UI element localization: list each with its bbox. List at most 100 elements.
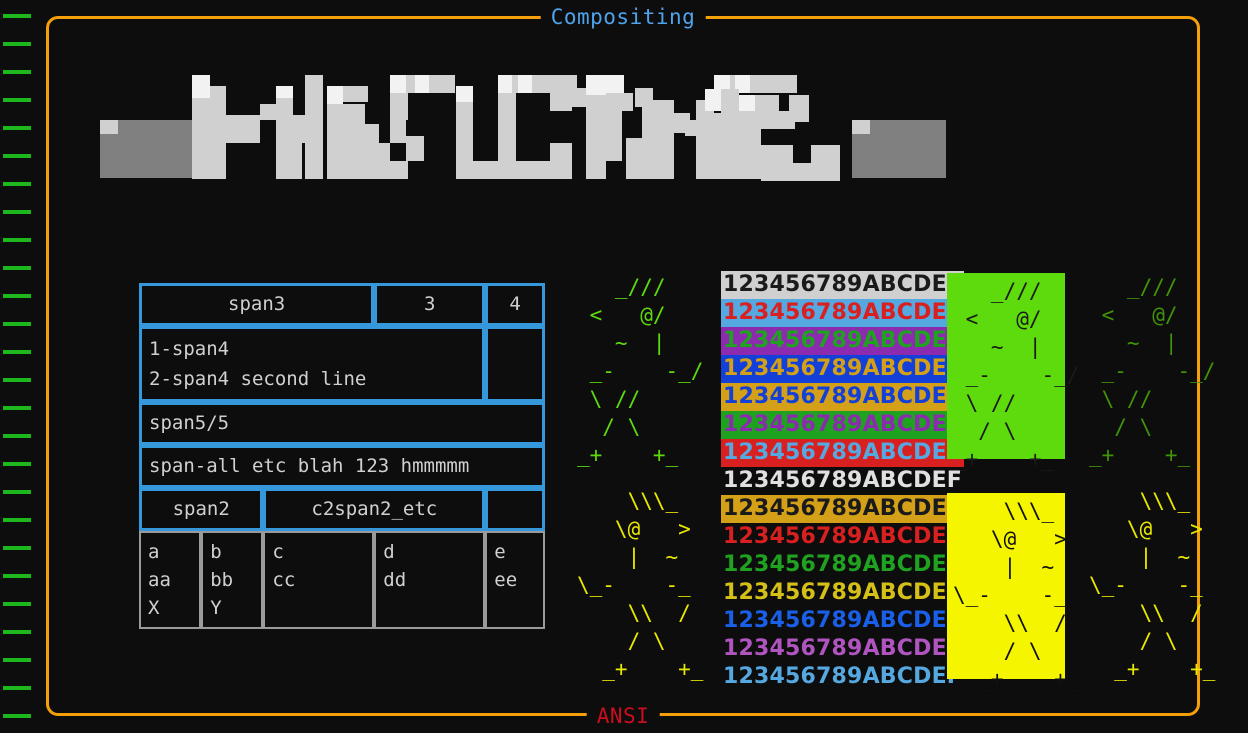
- banner-block: [517, 75, 532, 93]
- ansi-color-row: 123456789ABCDEF: [723, 664, 963, 689]
- banner-block: [406, 136, 424, 162]
- ascii-art-green-right-facing: _/// < @/ ~ | _- -_/ \ // / \ _+ +_: [577, 275, 704, 467]
- ruler-dash: [3, 126, 31, 130]
- banner-block: [852, 120, 871, 134]
- table-cell: [485, 326, 545, 402]
- banner-block: [760, 145, 793, 164]
- table-cell: a aa X: [139, 531, 202, 629]
- banner-block: [569, 87, 586, 108]
- ascii-art-dim-green-right-facing: _/// < @/ ~ | _- -_/ \ // / \ _+ +_: [1089, 275, 1216, 467]
- ruler-dash: [3, 238, 31, 242]
- ansi-color-row: 123456789ABCDEF: [723, 636, 963, 661]
- banner-block: [276, 139, 302, 180]
- banner-block: [389, 75, 406, 93]
- banner-block: [326, 85, 343, 106]
- banner-block: [739, 94, 756, 113]
- ruler-dash: [3, 98, 31, 102]
- ansi-color-row: 123456789ABCDEF: [721, 327, 965, 355]
- banner-block: [456, 85, 473, 102]
- ruler-dash: [3, 210, 31, 214]
- banner-block: [343, 143, 390, 162]
- ansi-color-block-bottom: 123456789ABCDEF 123456789ABCDEF 123456789A…: [721, 467, 965, 691]
- table-row: span2 c2span2_etc: [139, 488, 545, 531]
- banner-block: [854, 134, 898, 162]
- ansi-color-row: 123456789ABCDEF: [721, 299, 965, 327]
- banner-block: [605, 107, 622, 142]
- ruler-dash: [3, 658, 31, 662]
- ascii-art-yellow-left-facing: \\\_ \@ > | ~ \_- -_ \\ / / \ _+ +_: [577, 489, 704, 681]
- table-row: 1-span4 2-span4 second line: [139, 326, 545, 402]
- table-cell: span-all etc blah 123 hmmmmm: [139, 445, 545, 488]
- ruler-dash: [3, 350, 31, 354]
- banner-block: [739, 145, 761, 180]
- banner-block: [497, 93, 516, 128]
- banner-block: [326, 103, 343, 144]
- table-cell: c cc: [263, 531, 375, 629]
- left-ruler: [0, 0, 46, 733]
- ruler-dash: [3, 686, 31, 690]
- banner-block: [343, 103, 365, 124]
- banner-block: [713, 75, 730, 93]
- table-cell: span5/5: [139, 402, 545, 445]
- banner-block: [209, 139, 226, 180]
- table-cell: d dd: [374, 531, 486, 629]
- table-cell: 1-span4 2-span4 second line: [139, 326, 486, 402]
- banner-block: [226, 114, 261, 144]
- table-cell: span2: [139, 488, 264, 531]
- ruler-dash: [3, 14, 31, 18]
- table-cell: 4: [485, 283, 545, 326]
- banner-block: [497, 161, 554, 180]
- ruler-dash: [3, 322, 31, 326]
- table-cell: 3: [374, 283, 486, 326]
- ruler-dash: [3, 154, 31, 158]
- banner-block: [456, 102, 473, 133]
- table-row: span3 3 4: [139, 283, 545, 326]
- ruler-dash: [3, 182, 31, 186]
- ruler-dash: [3, 714, 31, 718]
- ruler-dash: [3, 378, 31, 382]
- banner-block: [721, 89, 739, 180]
- layout-table: span3 3 4 1-span4 2-span4 second line span5/…: [139, 283, 545, 629]
- banner-block: [260, 103, 277, 120]
- banner-block: [605, 93, 633, 111]
- banner-block: [415, 75, 430, 93]
- ascii-art-black-on-yellow-bg: \\\_ \@ > | ~ \_- -_ \\ / / \ _+ +_: [947, 493, 1079, 691]
- table-cell: e ee: [485, 531, 545, 629]
- banner-block: [641, 100, 660, 180]
- ansi-color-row: 123456789ABCDEF: [721, 355, 965, 383]
- table-row: span-all etc blah 123 hmmmmm: [139, 445, 545, 488]
- ruler-dash: [3, 406, 31, 410]
- ansi-color-row: 123456789ABCDEF: [721, 439, 965, 467]
- banner-block: [343, 123, 379, 144]
- ruler-dash: [3, 490, 31, 494]
- table-cell: b bb Y: [201, 531, 264, 629]
- banner-block: [713, 75, 797, 93]
- banner-block: [704, 89, 723, 111]
- ruler-dash: [3, 42, 31, 46]
- banner-block: [191, 98, 210, 140]
- banner-block: [343, 161, 408, 180]
- banner-block: [755, 94, 779, 111]
- ruler-dash: [3, 294, 31, 298]
- ruler-dash: [3, 518, 31, 522]
- banner-block: [191, 75, 210, 99]
- ansi-color-row: 123456789ABCDEF: [721, 271, 965, 299]
- content-area: span3 3 4 1-span4 2-span4 second line span5/…: [49, 259, 1248, 719]
- banner-block: [695, 112, 725, 135]
- frame-title: Compositing: [540, 4, 706, 30]
- banner-block: [735, 75, 750, 93]
- ruler-dash: [3, 602, 31, 606]
- banner-block: [739, 111, 761, 146]
- banner-block: [276, 98, 293, 140]
- banner-block: [209, 98, 226, 140]
- frame-footer-label: ANSI: [586, 703, 660, 729]
- banner-block: [586, 75, 606, 180]
- banner-block: [389, 120, 406, 144]
- layout-table-wrapper: span3 3 4 1-span4 2-span4 second line span5/…: [139, 283, 547, 629]
- ansi-color-row: 123456789ABCDEF: [723, 608, 963, 633]
- ansi-color-row: 123456789ABCDEF: [721, 383, 965, 411]
- ansi-color-row: 123456789ABCDEF: [723, 524, 963, 549]
- ruler-dash: [3, 546, 31, 550]
